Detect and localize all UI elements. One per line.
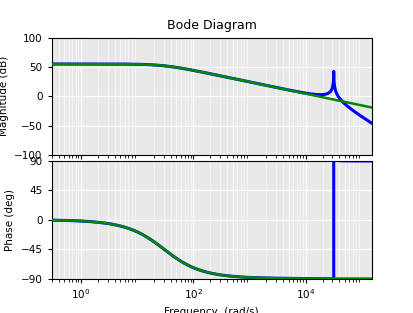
X-axis label: Frequency  (rad/s): Frequency (rad/s) <box>164 307 259 313</box>
Title: Bode Diagram: Bode Diagram <box>167 19 256 32</box>
Y-axis label: Phase (deg): Phase (deg) <box>5 189 15 251</box>
Y-axis label: Magnitude (dB): Magnitude (dB) <box>0 56 9 136</box>
